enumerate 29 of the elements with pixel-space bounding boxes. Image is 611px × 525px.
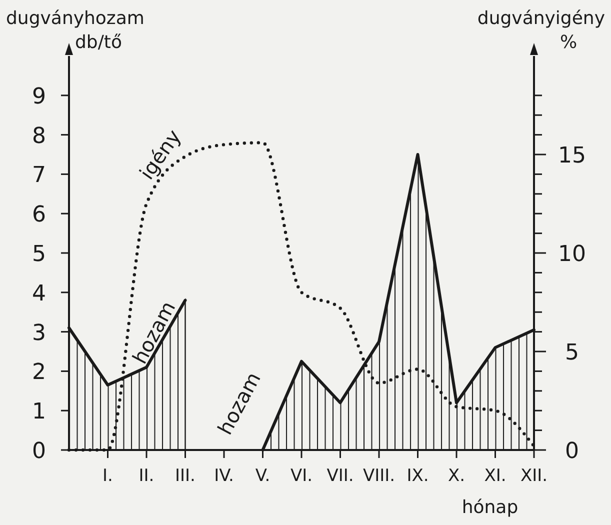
y-tick-label: 9 bbox=[32, 84, 46, 110]
x-tick-label: IX. bbox=[406, 466, 429, 486]
x-axis-title: hónap bbox=[462, 497, 518, 518]
x-tick-label: II. bbox=[138, 466, 154, 486]
y2-tick-label: 0 bbox=[565, 439, 579, 464]
x-tick-label: X. bbox=[448, 466, 466, 486]
x-tick-label: I. bbox=[102, 466, 113, 486]
y-tick-label: 5 bbox=[32, 242, 46, 267]
y2-tick-label: 10 bbox=[558, 242, 586, 267]
y-tick-label: 6 bbox=[32, 202, 46, 228]
y-tick-label: 0 bbox=[32, 439, 46, 464]
y2-tick-label: 5 bbox=[565, 340, 579, 366]
y-tick-label: 1 bbox=[32, 400, 46, 425]
x-tick-label: XI. bbox=[484, 466, 506, 486]
x-tick-label: XII. bbox=[520, 466, 548, 486]
x-tick-label: VI. bbox=[290, 466, 313, 486]
x-tick-label: VII. bbox=[326, 466, 354, 486]
x-tick-label: III. bbox=[175, 466, 196, 486]
y2-tick-label: 15 bbox=[558, 144, 586, 168]
x-tick-label: VIII. bbox=[362, 466, 396, 486]
y-axis-title: dugványhozam db/tő bbox=[6, 8, 144, 53]
x-tick-label: IV. bbox=[214, 466, 234, 486]
y-tick-label: 8 bbox=[32, 124, 46, 149]
y-tick-label: 7 bbox=[32, 163, 46, 188]
y-tick-label: 3 bbox=[32, 320, 46, 346]
y2-axis-title: dugványigény % bbox=[477, 8, 606, 53]
x-tick-label: V. bbox=[255, 466, 270, 486]
y-tick-label: 2 bbox=[32, 360, 46, 386]
y-tick-label: 4 bbox=[32, 281, 46, 306]
